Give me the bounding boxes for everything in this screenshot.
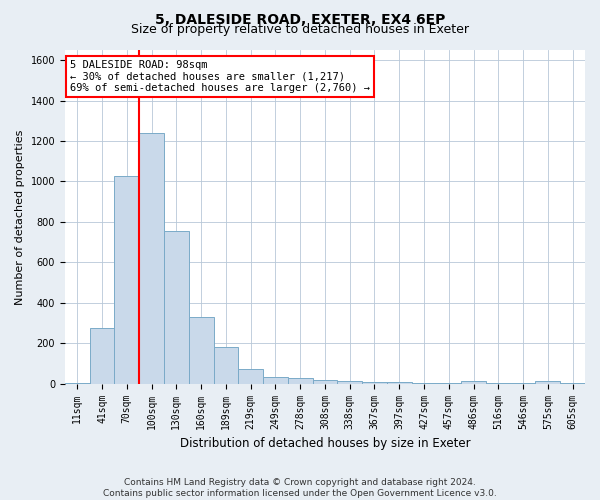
Bar: [89, 328, 115, 384]
Text: Contains HM Land Registry data © Crown copyright and database right 2024.
Contai: Contains HM Land Registry data © Crown c…: [103, 478, 497, 498]
Bar: [337, 380, 362, 384]
Bar: [535, 380, 560, 384]
Bar: [115, 176, 139, 384]
Bar: [313, 380, 337, 384]
Text: 5 DALESIDE ROAD: 98sqm
← 30% of detached houses are smaller (1,217)
69% of semi-: 5 DALESIDE ROAD: 98sqm ← 30% of detached…: [70, 60, 370, 93]
Bar: [189, 317, 214, 384]
X-axis label: Distribution of detached houses by size in Exeter: Distribution of detached houses by size …: [179, 437, 470, 450]
Bar: [412, 382, 436, 384]
Bar: [238, 368, 263, 384]
Bar: [139, 133, 164, 384]
Bar: [214, 348, 238, 384]
Bar: [263, 376, 288, 384]
Text: Size of property relative to detached houses in Exeter: Size of property relative to detached ho…: [131, 22, 469, 36]
Bar: [65, 382, 89, 384]
Bar: [362, 382, 387, 384]
Bar: [288, 378, 313, 384]
Text: 5, DALESIDE ROAD, EXETER, EX4 6EP: 5, DALESIDE ROAD, EXETER, EX4 6EP: [155, 12, 445, 26]
Bar: [461, 380, 486, 384]
Y-axis label: Number of detached properties: Number of detached properties: [15, 129, 25, 304]
Bar: [436, 383, 461, 384]
Bar: [164, 231, 189, 384]
Bar: [387, 382, 412, 384]
